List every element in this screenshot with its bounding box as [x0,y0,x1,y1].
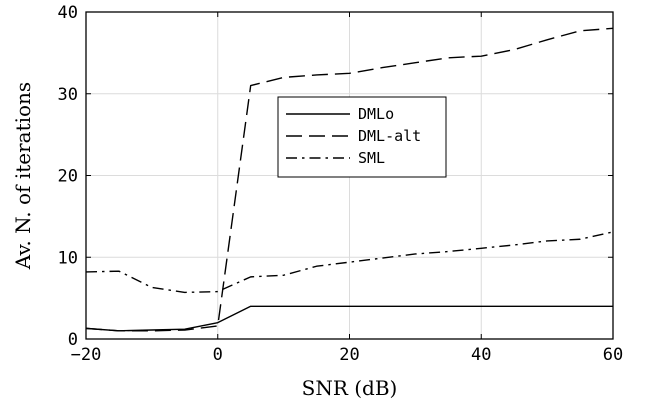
x-tick-label: 20 [339,345,359,365]
y-tick-label: 10 [58,248,78,268]
series-lines [85,27,614,332]
legend-box [277,96,447,178]
y-axis-title: Av. N. of iterations [11,82,35,270]
legend-label-3: SML [358,149,385,167]
legend: DMLo DML-alt SML [277,96,447,178]
series-line-3 [85,231,614,294]
x-tick-label: 0 [213,345,223,365]
series-line-2 [85,27,614,332]
y-tick-label: 0 [68,330,78,350]
legend-label-2: DML-alt [358,127,421,145]
x-axis-title: SNR (dB) [302,376,398,400]
y-tick-label: 30 [58,85,78,105]
series-line-1 [85,305,613,332]
legend-label-1: DMLo [358,105,394,123]
y-tick-label: 20 [58,167,78,187]
y-tick-label: 40 [58,3,78,23]
x-tick-label: 40 [471,345,491,365]
x-tick-label: −20 [71,345,102,365]
x-tick-label: 60 [603,345,623,365]
